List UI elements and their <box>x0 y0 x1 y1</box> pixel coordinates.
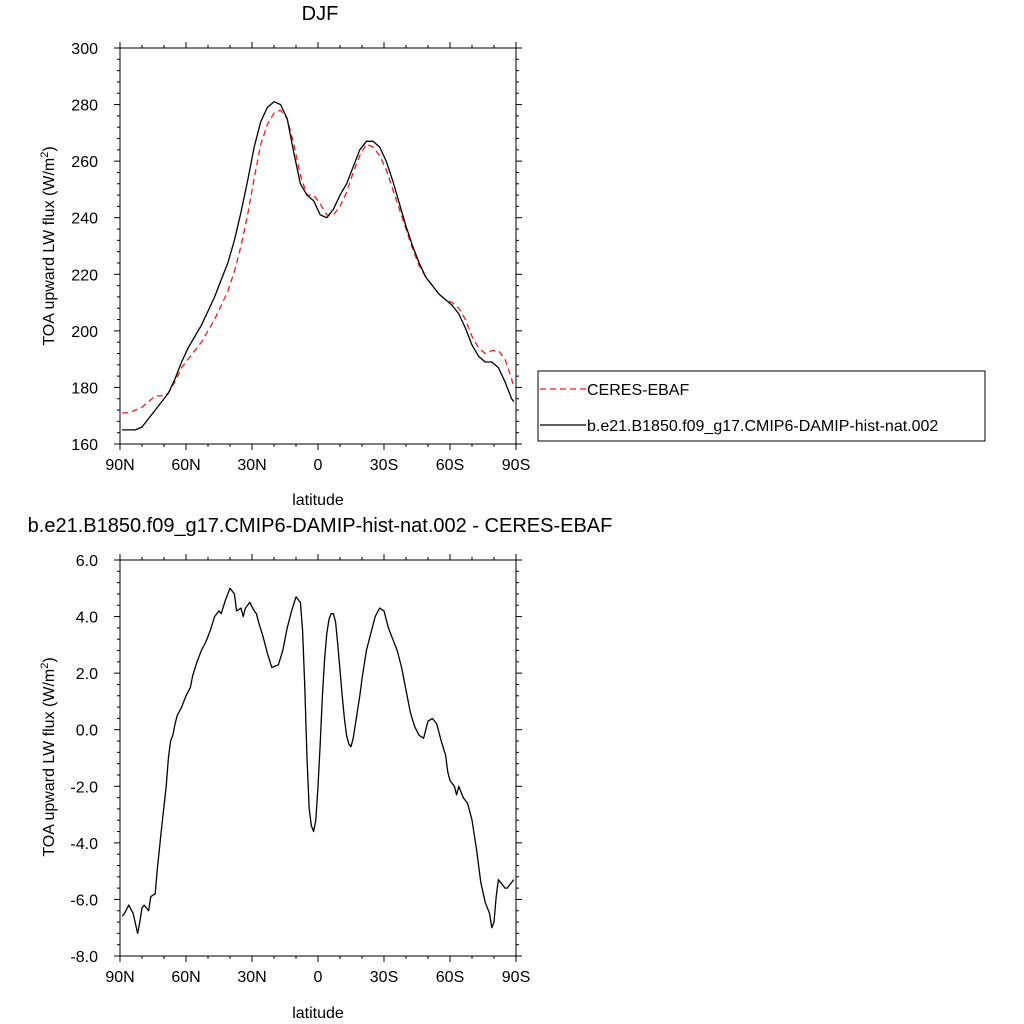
bottom-plot-frame <box>119 559 517 957</box>
top-y-tick-label: 200 <box>71 324 98 341</box>
top-x-tick-label: 30S <box>370 457 398 474</box>
top-x-tick-label: 60S <box>436 457 464 474</box>
bottom-x-tick-label: 60S <box>436 969 464 986</box>
top-y-tick-label: 220 <box>71 267 98 284</box>
bottom-y-tick-label: 0.0 <box>76 723 98 740</box>
top-y-tick-label: 260 <box>71 154 98 171</box>
legend: CERES-EBAF b.e21.B1850.f09_g17.CMIP6-DAM… <box>537 370 986 442</box>
top-chart-axes: 90N 60N 30N 0 30S 60S 90S 160 180 200 220 240 260 280… <box>71 41 530 474</box>
top-chart-title: DJF <box>302 3 339 25</box>
top-chart-panel: DJF 90N 60N 30N 0 30S 60S 90S 160 180 200 220 240 26… <box>39 3 986 509</box>
bottom-chart-panel: b.e21.B1850.f09_g17.CMIP6-DAMIP-hist-nat… <box>28 515 613 1022</box>
bottom-y-tick-label: -4.0 <box>70 836 98 853</box>
legend-box <box>537 370 986 442</box>
bottom-y-tick-label: -8.0 <box>70 949 98 966</box>
top-x-axis-title: latitude <box>292 492 344 509</box>
top-y-tick-label: 160 <box>71 437 98 454</box>
top-series-line-ceres-ebaf <box>122 109 515 414</box>
bottom-x-tick-label: 90N <box>105 969 134 986</box>
bottom-y-tick-label: 2.0 <box>76 666 98 683</box>
top-chart-series <box>122 101 515 431</box>
bottom-chart-axes: 90N 60N 30N 0 30S 60S 90S -8.0 -6.0 -4.0 -2.0 0.0 2.… <box>70 553 530 986</box>
bottom-y-tick-label: 4.0 <box>76 610 98 627</box>
top-x-tick-label: 0 <box>314 457 323 474</box>
top-x-tick-label: 90S <box>502 457 530 474</box>
bottom-y-tick-label: 6.0 <box>76 553 98 570</box>
legend-label-ceres: CERES-EBAF <box>587 382 689 399</box>
top-x-tick-label: 90N <box>105 457 134 474</box>
top-x-tick-label: 30N <box>237 457 266 474</box>
top-y-axis-title: TOA upward LW flux (W/m2) <box>39 146 58 345</box>
legend-label-model: b.e21.B1850.f09_g17.CMIP6-DAMIP-hist-nat… <box>587 418 938 435</box>
bottom-series-line-model <box>121 587 515 935</box>
top-plot-frame <box>119 47 517 445</box>
top-y-tick-label: 300 <box>71 41 98 58</box>
top-y-tick-label: 180 <box>71 380 98 397</box>
bottom-x-axis-title: latitude <box>292 1005 344 1022</box>
top-y-tick-label: 280 <box>71 98 98 115</box>
top-series-line-model <box>122 101 515 431</box>
bottom-x-tick-label: 60N <box>171 969 200 986</box>
bottom-chart-title: b.e21.B1850.f09_g17.CMIP6-DAMIP-hist-nat… <box>28 515 613 537</box>
bottom-y-tick-label: -2.0 <box>70 779 98 796</box>
bottom-y-axis-title: TOA upward LW flux (W/m2) <box>39 657 58 856</box>
bottom-chart-series <box>121 587 515 935</box>
bottom-x-tick-label: 90S <box>502 969 530 986</box>
top-y-tick-label: 240 <box>71 211 98 228</box>
bottom-x-tick-label: 0 <box>314 969 323 986</box>
bottom-x-tick-label: 30S <box>370 969 398 986</box>
bottom-x-tick-label: 30N <box>237 969 266 986</box>
top-x-tick-label: 60N <box>171 457 200 474</box>
bottom-y-tick-label: -6.0 <box>70 892 98 909</box>
